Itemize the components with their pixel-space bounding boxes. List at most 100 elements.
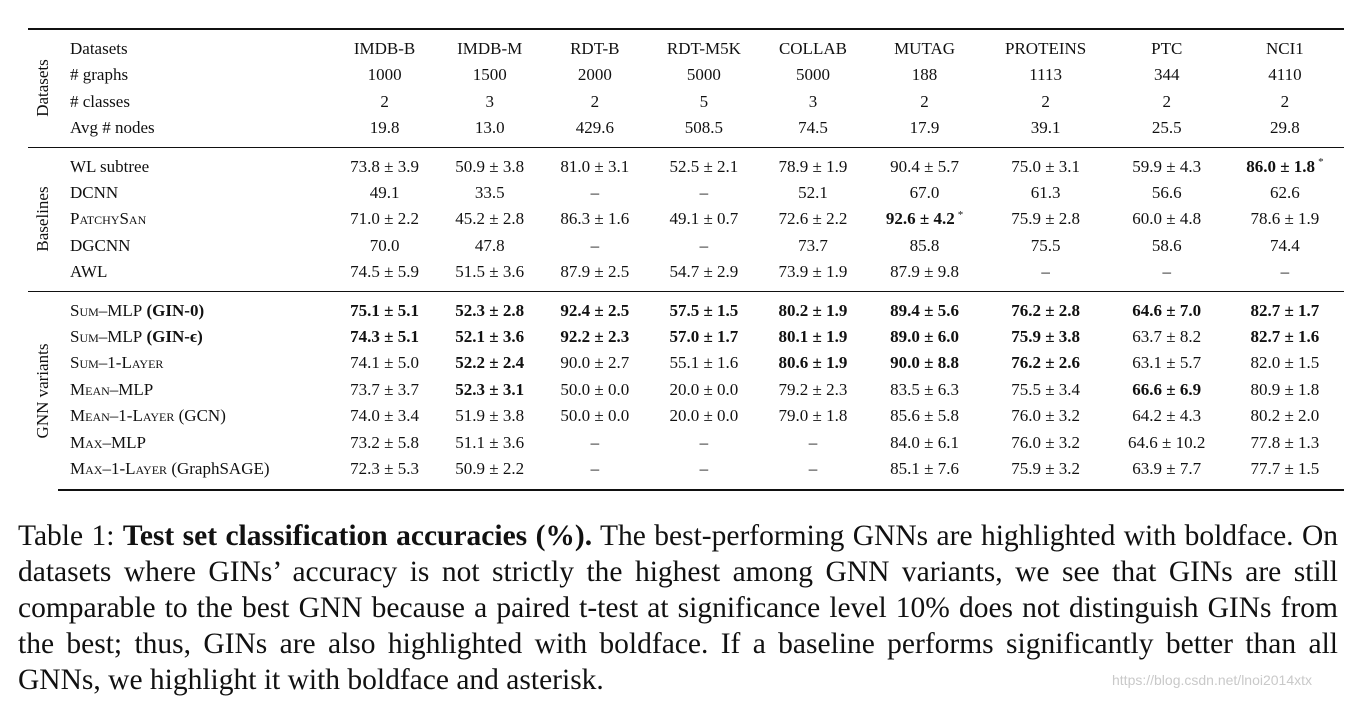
cell-value: –: [590, 432, 600, 452]
cell-value: 89.0 ± 6.0: [890, 327, 959, 347]
row-label: AWL: [70, 262, 108, 282]
cell-value: –: [808, 432, 818, 452]
table-cell: 73.7: [760, 233, 865, 259]
cell-value: 90.4 ± 5.7: [890, 156, 959, 176]
gnn-row: Sum–1-Layer 74.1 ± 5.0 52.2 ± 2.4 90.0 ± 2.…: [28, 350, 1344, 376]
table-cell: –: [647, 456, 761, 491]
watermark: https://blog.csdn.net/lnoi2014xtx: [1112, 672, 1313, 688]
table-cell: –: [542, 180, 647, 206]
table-cell: 50.9 ± 2.2: [437, 456, 543, 491]
column-header: IMDB-B: [332, 27, 438, 63]
table-cell: 73.2 ± 5.8: [332, 430, 437, 456]
cell-value: 92.4 ± 2.5: [560, 300, 630, 320]
cell-value: 71.0 ± 2.2: [350, 209, 419, 229]
cell-value: 77.8 ± 1.3: [1250, 432, 1320, 452]
cell-value: 75.5 ± 3.4: [1011, 379, 1081, 399]
cell-value: 20.0 ± 0.0: [669, 379, 739, 399]
table-cell: 50.0 ± 0.0: [542, 377, 647, 403]
cell-value: 63.1 ± 5.7: [1132, 353, 1202, 373]
table-cell: 89.0 ± 6.0: [866, 324, 984, 350]
stats-row: # graphs 1000 1500 2000 5000 5000 188 1113 344 41…: [28, 62, 1344, 88]
cell-value: 54.7 ± 2.9: [669, 262, 739, 282]
table-cell: 3: [485, 91, 494, 111]
table-cell: 13.0: [474, 118, 505, 138]
cell-value: 82.0 ± 1.5: [1250, 353, 1320, 373]
group-label-baselines: Baselines: [32, 186, 52, 252]
table-cell: –: [1108, 259, 1226, 291]
table-cell: 66.6 ± 6.9: [1108, 377, 1226, 403]
column-header: NCI1: [1225, 27, 1344, 63]
cell-value: 20.0 ± 0.0: [669, 406, 739, 426]
cell-value: 87.9 ± 9.8: [890, 262, 959, 282]
table-cell: 52.3 ± 2.8: [437, 290, 543, 325]
cell-value: 85.6 ± 5.8: [890, 406, 959, 426]
cell-value: 60.0 ± 4.8: [1132, 209, 1202, 229]
row-label: PatchySan: [70, 209, 147, 229]
results-table: Datasets Datasets IMDB-B IMDB-M RDT-B RDT-M5K…: [28, 27, 1344, 491]
cell-value: 73.9 ± 1.9: [778, 262, 848, 282]
table-cell: 1000: [367, 65, 402, 85]
row-label: Mean–MLP: [58, 377, 332, 403]
table-cell: 75.9 ± 3.8: [984, 324, 1108, 350]
table-cell: 61.3: [984, 180, 1108, 206]
cell-value: 74.3 ± 5.1: [350, 327, 419, 347]
column-header: RDT-M5K: [647, 27, 761, 63]
variant-name: Sum–MLP: [70, 300, 143, 320]
cell-value: 83.5 ± 6.3: [890, 379, 959, 399]
table-cell: 73.8 ± 3.9: [332, 146, 438, 181]
table-cell: 2: [1162, 91, 1171, 111]
gnn-row: Mean–1-Layer (GCN) 74.0 ± 3.4 51.9 ± 3.8 50…: [28, 403, 1344, 429]
table-cell: 75.9 ± 3.2: [983, 456, 1108, 491]
table-cell: 76.0 ± 3.2: [984, 430, 1108, 456]
table-cell: 71.0 ± 2.2: [332, 206, 437, 232]
variant-suffix: (GraphSAGE): [171, 459, 270, 479]
column-header: MUTAG: [865, 27, 984, 63]
table-cell: 85.8: [866, 233, 984, 259]
cell-value: –: [590, 459, 600, 479]
table-cell: 75.9 ± 2.8: [984, 206, 1108, 232]
cell-value: 84.0 ± 6.1: [890, 432, 959, 452]
cell-value: 70.0: [369, 235, 400, 255]
table-cell: 50.9 ± 3.8: [437, 146, 543, 181]
table-cell: 62.6: [1226, 180, 1344, 206]
table-cell: 83.5 ± 6.3: [866, 377, 984, 403]
cell-value: 49.1 ± 0.7: [669, 209, 739, 229]
table-cell: 19.8: [369, 118, 400, 138]
table-cell: 52.3 ± 3.1: [437, 377, 542, 403]
group-label-datasets-cell: Datasets: [28, 27, 58, 148]
cell-value: 50.9 ± 2.2: [455, 459, 525, 479]
table-cell: 90.0 ± 2.7: [542, 350, 647, 376]
table-cell: 51.1 ± 3.6: [437, 430, 542, 456]
caption-title: Test set classification accuracies (%).: [122, 520, 593, 552]
baseline-row: DCNN 49.1 33.5 – – 52.1 67.0 61.3 56.6 62.6: [28, 180, 1344, 206]
row-label: Max–1-Layer (GraphSAGE): [58, 456, 332, 491]
asterisk-mark: *: [957, 208, 964, 221]
table-cell: 1500: [472, 65, 507, 85]
cell-value: 75.9 ± 3.2: [1011, 459, 1081, 479]
cell-value: 51.9 ± 3.8: [455, 406, 525, 426]
cell-value: 64.2 ± 4.3: [1132, 406, 1202, 426]
cell-value: 78.9 ± 1.9: [778, 156, 848, 176]
group-label-baselines-cell: Baselines: [28, 146, 58, 292]
table-cell: 79.0 ± 1.8: [760, 403, 865, 429]
variant-name: Mean–1-Layer: [70, 406, 175, 426]
table-cell: 72.3 ± 5.3: [332, 456, 438, 491]
table-cell: 89.4 ± 5.6: [865, 290, 984, 325]
cell-value: 49.1: [369, 183, 400, 203]
table-cell: 82.7 ± 1.6: [1226, 324, 1344, 350]
table-cell: 20.0 ± 0.0: [647, 403, 760, 429]
cell-value: 56.6: [1151, 183, 1182, 203]
row-label: Sum–MLP (GIN-0): [58, 290, 332, 325]
table-cell: –: [760, 430, 865, 456]
table-cell: 80.2 ± 2.0: [1226, 403, 1344, 429]
cell-value: 79.2 ± 2.3: [778, 379, 848, 399]
cell-value: 75.9 ± 3.8: [1011, 327, 1081, 347]
table-cell: –: [984, 259, 1108, 291]
table-cell: 64.6 ± 7.0: [1107, 290, 1226, 325]
cell-value: 58.6: [1151, 235, 1182, 255]
column-header: COLLAB: [760, 27, 866, 63]
cell-value: 80.6 ± 1.9: [778, 353, 848, 373]
table-cell: 74.4: [1226, 233, 1344, 259]
table-cell: 63.9 ± 7.7: [1107, 456, 1226, 491]
row-label: DGCNN: [70, 235, 131, 255]
